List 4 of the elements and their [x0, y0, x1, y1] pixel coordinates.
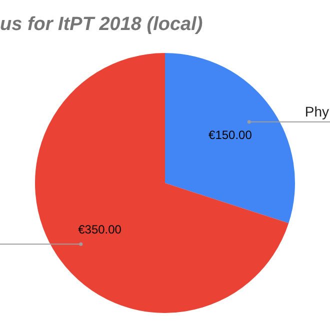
chart-title: us for ItPT 2018 (local) [0, 14, 203, 36]
slice-label: Phy [304, 104, 329, 120]
data-label: €350.00 [78, 222, 122, 237]
data-label: €150.00 [208, 128, 252, 142]
